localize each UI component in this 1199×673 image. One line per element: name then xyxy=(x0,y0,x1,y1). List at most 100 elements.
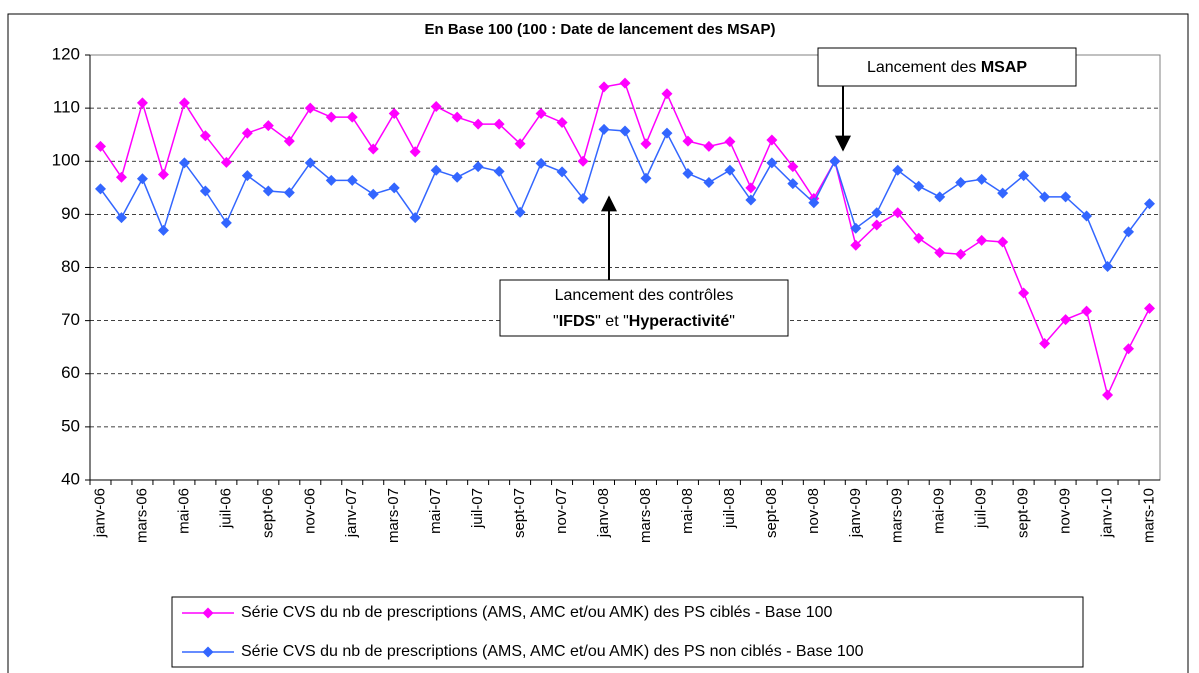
x-tick-label: sept-09 xyxy=(1015,488,1032,538)
data-point xyxy=(451,111,463,123)
annotation-part: MSAP xyxy=(981,59,1028,76)
data-point xyxy=(262,185,274,197)
data-point xyxy=(976,234,988,246)
data-point xyxy=(682,135,694,147)
y-tick-label: 70 xyxy=(61,310,80,329)
data-point xyxy=(262,120,274,132)
legend-label: Série CVS du nb de prescriptions (AMS, A… xyxy=(241,604,832,621)
data-point xyxy=(115,171,127,183)
data-point xyxy=(388,182,400,194)
x-tick-label: nov-07 xyxy=(553,488,570,534)
annotation-text: "IFDS" et "Hyperactivité" xyxy=(553,313,735,330)
data-point xyxy=(136,173,148,185)
data-point xyxy=(1123,343,1135,355)
data-point xyxy=(1039,191,1051,203)
data-point xyxy=(850,222,862,234)
data-point xyxy=(1060,191,1072,203)
annotation-part: " xyxy=(553,313,559,330)
data-point xyxy=(115,212,127,224)
data-point xyxy=(220,217,232,229)
x-tick-label: sept-06 xyxy=(259,488,276,538)
data-point xyxy=(304,157,316,169)
data-point xyxy=(514,206,526,218)
data-point xyxy=(913,180,925,192)
x-tick-label: mars-10 xyxy=(1140,488,1157,543)
data-point xyxy=(283,187,295,199)
data-point xyxy=(430,164,442,176)
data-point xyxy=(1081,305,1093,317)
legend-swatch-marker xyxy=(202,646,214,658)
annotation-box xyxy=(817,47,1077,87)
x-tick-label: mai-07 xyxy=(427,488,444,534)
data-point xyxy=(997,236,1009,248)
data-point xyxy=(619,125,631,137)
data-point xyxy=(850,239,862,251)
data-point xyxy=(535,107,547,119)
data-point xyxy=(661,88,673,100)
annotation-part: " xyxy=(729,313,735,330)
x-tick-label: juil-08 xyxy=(721,488,738,529)
data-point xyxy=(724,164,736,176)
x-tick-label: juil-06 xyxy=(217,488,234,529)
data-point xyxy=(136,97,148,109)
annotation-text: Lancement des contrôles xyxy=(555,287,734,304)
data-point xyxy=(934,247,946,259)
annotation-part: " et " xyxy=(595,313,629,330)
data-point xyxy=(283,135,295,147)
data-point xyxy=(94,140,106,152)
x-tick-label: janv-09 xyxy=(847,488,864,538)
x-tick-label: mai-09 xyxy=(931,488,948,534)
data-point xyxy=(913,232,925,244)
data-point xyxy=(94,183,106,195)
chart-title: En Base 100 (100 : Date de lancement des… xyxy=(425,21,776,38)
y-tick-label: 100 xyxy=(52,151,80,170)
x-tick-label: nov-08 xyxy=(805,488,822,534)
data-point xyxy=(556,116,568,128)
x-tick-label: sept-07 xyxy=(511,488,528,538)
data-point xyxy=(1144,302,1156,314)
y-tick-label: 40 xyxy=(61,469,80,488)
y-tick-label: 120 xyxy=(52,44,80,63)
data-point xyxy=(766,134,778,146)
x-tick-label: mars-06 xyxy=(133,488,150,543)
data-point xyxy=(157,224,169,236)
x-tick-label: nov-09 xyxy=(1057,488,1074,534)
data-point xyxy=(766,157,778,169)
data-point xyxy=(1102,260,1114,272)
data-point xyxy=(388,107,400,119)
data-point xyxy=(493,118,505,130)
data-point xyxy=(409,146,421,158)
data-point xyxy=(787,178,799,190)
data-point xyxy=(367,143,379,155)
data-point xyxy=(1018,287,1030,299)
data-point xyxy=(472,118,484,130)
data-point xyxy=(346,111,358,123)
data-point xyxy=(1081,210,1093,222)
data-point xyxy=(451,171,463,183)
data-point xyxy=(976,173,988,185)
data-point xyxy=(157,169,169,181)
x-tick-label: mars-08 xyxy=(637,488,654,543)
data-point xyxy=(241,170,253,182)
data-point xyxy=(955,248,967,260)
x-tick-label: janv-08 xyxy=(595,488,612,538)
data-point xyxy=(661,127,673,139)
annotation-part: Hyperactivité xyxy=(629,313,730,330)
x-tick-label: janv-10 xyxy=(1099,488,1116,538)
x-tick-label: sept-08 xyxy=(763,488,780,538)
data-point xyxy=(934,191,946,203)
annotation-part: IFDS xyxy=(559,313,596,330)
data-point xyxy=(1039,337,1051,349)
data-point xyxy=(325,174,337,186)
data-point xyxy=(409,212,421,224)
data-point xyxy=(367,188,379,200)
y-tick-label: 110 xyxy=(53,98,80,117)
x-tick-label: mars-07 xyxy=(385,488,402,543)
data-point xyxy=(199,130,211,142)
data-point xyxy=(955,177,967,188)
y-tick-label: 60 xyxy=(61,363,80,382)
x-tick-label: janv-07 xyxy=(343,488,360,538)
data-point xyxy=(745,182,757,194)
y-tick-label: 50 xyxy=(61,416,80,435)
